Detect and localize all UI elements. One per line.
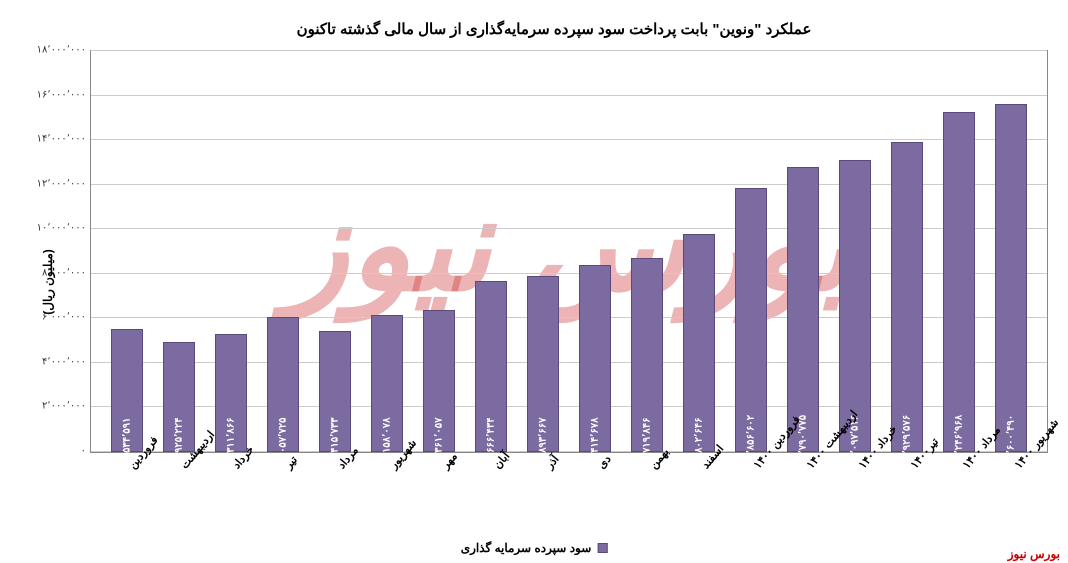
bar-slot: ۶٬۰۵۷٬۷۲۵ <box>257 51 309 452</box>
xlabel-slot: آذر <box>517 458 569 533</box>
xlabel-slot: خرداد <box>204 458 256 533</box>
bar: ۱۵٬۶۰۰٬۴۹۰ <box>995 104 1027 452</box>
bar: ۹٬۸۰۲٬۶۴۶ <box>683 234 715 452</box>
bar: ۴٬۹۲۵٬۲۲۴ <box>163 342 195 452</box>
xlabel-slot: مرداد ۱۴۰۰ <box>934 458 986 533</box>
xlabel-slot: اردیبهشت <box>152 458 204 533</box>
bar-value-label: ۱۳٬۹۲۹٬۵۷۶ <box>902 415 913 464</box>
bar-slot: ۱۵٬۶۰۰٬۴۹۰ <box>985 51 1037 452</box>
bar-value-label: ۴٬۹۲۵٬۲۲۴ <box>174 418 185 462</box>
ytick-label: ۴٬۰۰۰٬۰۰۰ <box>42 356 86 367</box>
bar-value-label: ۸٬۴۱۴٬۶۷۸ <box>590 418 601 462</box>
ytick-label: ۱۶٬۰۰۰٬۰۰۰ <box>37 89 86 100</box>
bar-slot: ۵٬۳۱۱٬۸۶۶ <box>205 51 257 452</box>
bar-slot: ۵٬۴۱۵٬۷۳۳ <box>309 51 361 452</box>
bar-slot: ۵٬۵۳۴٬۵۹۱ <box>101 51 153 452</box>
bar: ۶٬۰۵۷٬۷۲۵ <box>267 317 299 452</box>
bar-slot: ۱۳٬۰۹۷٬۵۱۶ <box>829 51 881 452</box>
bar-slot: ۶٬۱۵۸٬۰۷۸ <box>361 51 413 452</box>
bar-value-label: ۸٬۷۱۹٬۸۴۶ <box>642 418 653 462</box>
bar-slot: ۱۱٬۸۵۶٬۶۰۲ <box>725 51 777 452</box>
bars-wrap: ۵٬۵۳۴٬۵۹۱ ۴٬۹۲۵٬۲۲۴ ۵٬۳۱۱٬۸۶۶ ۶٬۰۵۷٬۷۲۵ ۵٬۴۱… <box>91 51 1047 452</box>
bar-slot: ۱۲٬۷۹۰٬۷۷۵ <box>777 51 829 452</box>
xlabel-slot: شهریور <box>361 458 413 533</box>
bar: ۵٬۳۱۱٬۸۶۶ <box>215 334 247 452</box>
yaxis-title: (میلیون ریال) <box>41 249 55 315</box>
chart-container: عملکرد "ونوین" بابت پرداخت سود سپرده سرم… <box>0 0 1068 563</box>
bar: ۸٬۷۱۹٬۸۴۶ <box>631 258 663 452</box>
ytick-label: ۶٬۰۰۰٬۰۰۰ <box>42 312 86 323</box>
chart-title: عملکرد "ونوین" بابت پرداخت سود سپرده سرم… <box>60 20 1048 38</box>
bar: ۱۲٬۷۹۰٬۷۷۵ <box>787 167 819 452</box>
bar-value-label: ۷٬۸۹۳٬۶۶۷ <box>538 418 549 462</box>
bar-value-label: ۵٬۳۱۱٬۸۶۶ <box>226 418 237 462</box>
bar-slot: ۱۵٬۲۴۶٬۹۶۸ <box>933 51 985 452</box>
bar: ۶٬۱۵۸٬۰۷۸ <box>371 315 403 452</box>
ytick-label: ۱۴٬۰۰۰٬۰۰۰ <box>37 134 86 145</box>
bar: ۱۵٬۲۴۶٬۹۶۸ <box>943 112 975 452</box>
xlabel-slot: شهریور ۱۴۰۰ <box>986 458 1038 533</box>
xlabel-slot: خرداد ۱۴۰۰ <box>830 458 882 533</box>
legend-label: سود سپرده سرمایه گذاری <box>461 541 592 555</box>
xlabel-slot: مرداد <box>308 458 360 533</box>
bar-value-label: ۷٬۶۶۶٬۴۳۴ <box>486 418 497 462</box>
xlabel-slot: بهمن <box>621 458 673 533</box>
bar-value-label: ۹٬۸۰۲٬۶۴۶ <box>694 418 705 462</box>
source-label: بورس نیوز <box>1008 547 1060 561</box>
xlabel-slot: اسفند <box>673 458 725 533</box>
bar-slot: ۱۳٬۹۲۹٬۵۷۶ <box>881 51 933 452</box>
bar: ۷٬۶۶۶٬۴۳۴ <box>475 281 507 452</box>
bar-value-label: ۵٬۵۳۴٬۵۹۱ <box>122 418 133 462</box>
bar: ۶٬۳۶۱٬۰۵۷ <box>423 310 455 452</box>
bar: ۱۱٬۸۵۶٬۶۰۲ <box>735 188 767 452</box>
ytick-label: ۲٬۰۰۰٬۰۰۰ <box>42 401 86 412</box>
bar-value-label: ۶٬۰۵۷٬۷۲۵ <box>278 418 289 462</box>
xlabel-slot: اردیبهشت ۱۴۰۰ <box>777 458 829 533</box>
bar: ۵٬۵۳۴٬۵۹۱ <box>111 329 143 452</box>
ytick-label: ۱۲٬۰۰۰٬۰۰۰ <box>37 178 86 189</box>
legend: سود سپرده سرمایه گذاری <box>461 541 608 555</box>
plot-area: بورس نیوز ۰۲٬۰۰۰٬۰۰۰۴٬۰۰۰٬۰۰۰۶٬۰۰۰٬۰۰۰۸٬… <box>90 50 1048 453</box>
ytick-label: ۰ <box>81 446 86 457</box>
bar: ۷٬۸۹۳٬۶۶۷ <box>527 276 559 452</box>
bar-slot: ۶٬۳۶۱٬۰۵۷ <box>413 51 465 452</box>
xlabels-wrap: فروردیناردیبهشتخردادتیرمردادشهریورمهرآبا… <box>90 458 1048 533</box>
xlabel-slot: تیر <box>256 458 308 533</box>
bar: ۱۳٬۰۹۷٬۵۱۶ <box>839 160 871 452</box>
ytick-label: ۸٬۰۰۰٬۰۰۰ <box>42 267 86 278</box>
xlabel-slot: آبان <box>465 458 517 533</box>
bar-slot: ۴٬۹۲۵٬۲۲۴ <box>153 51 205 452</box>
bar-slot: ۷٬۶۶۶٬۴۳۴ <box>465 51 517 452</box>
ytick-label: ۱۸٬۰۰۰٬۰۰۰ <box>37 45 86 56</box>
xlabel-slot: فروردین <box>100 458 152 533</box>
bar-value-label: ۱۵٬۲۴۶٬۹۶۸ <box>954 415 965 464</box>
xlabel-slot: دی <box>569 458 621 533</box>
bar-value-label: ۵٬۴۱۵٬۷۳۳ <box>330 418 341 462</box>
bar-value-label: ۶٬۱۵۸٬۰۷۸ <box>382 418 393 462</box>
bar-slot: ۸٬۴۱۴٬۶۷۸ <box>569 51 621 452</box>
bar-value-label: ۶٬۳۶۱٬۰۵۷ <box>434 418 445 462</box>
xlabel-slot: فروردین ۱۴۰۰ <box>725 458 777 533</box>
ytick-label: ۱۰٬۰۰۰٬۰۰۰ <box>37 223 86 234</box>
bar: ۸٬۴۱۴٬۶۷۸ <box>579 265 611 452</box>
bar-slot: ۷٬۸۹۳٬۶۶۷ <box>517 51 569 452</box>
bar-slot: ۸٬۷۱۹٬۸۴۶ <box>621 51 673 452</box>
bar-slot: ۹٬۸۰۲٬۶۴۶ <box>673 51 725 452</box>
xlabel-slot: تیر۱۴۰۰ <box>882 458 934 533</box>
legend-marker <box>597 543 607 553</box>
bar: ۱۳٬۹۲۹٬۵۷۶ <box>891 142 923 452</box>
bar-value-label: ۱۵٬۶۰۰٬۴۹۰ <box>1006 415 1017 464</box>
bar: ۵٬۴۱۵٬۷۳۳ <box>319 331 351 452</box>
xlabel-slot: مهر <box>413 458 465 533</box>
